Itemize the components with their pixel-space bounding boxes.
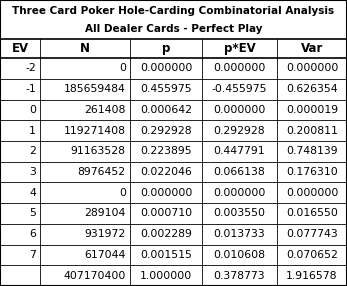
Text: 6: 6 bbox=[29, 229, 36, 239]
Text: 0.022046: 0.022046 bbox=[140, 167, 192, 177]
Text: EV: EV bbox=[11, 42, 28, 55]
Text: 0.013733: 0.013733 bbox=[214, 229, 265, 239]
Text: 119271408: 119271408 bbox=[64, 126, 126, 136]
Text: 0.002289: 0.002289 bbox=[140, 229, 192, 239]
Text: 0.070652: 0.070652 bbox=[286, 250, 338, 260]
Text: 2: 2 bbox=[29, 146, 36, 156]
Text: 1.916578: 1.916578 bbox=[286, 271, 338, 281]
Text: 0.292928: 0.292928 bbox=[140, 126, 192, 136]
Text: 0.000642: 0.000642 bbox=[140, 105, 192, 115]
Text: 0.748139: 0.748139 bbox=[286, 146, 338, 156]
Text: 0.001515: 0.001515 bbox=[140, 250, 192, 260]
Text: 4: 4 bbox=[29, 188, 36, 198]
Text: 91163528: 91163528 bbox=[71, 146, 126, 156]
Text: 0.000000: 0.000000 bbox=[140, 63, 192, 74]
Text: 931972: 931972 bbox=[85, 229, 126, 239]
Text: 5: 5 bbox=[29, 208, 36, 219]
Text: 185659484: 185659484 bbox=[64, 84, 126, 94]
Text: 0.066138: 0.066138 bbox=[214, 167, 265, 177]
Text: -0.455975: -0.455975 bbox=[212, 84, 267, 94]
Text: 0.000000: 0.000000 bbox=[140, 188, 192, 198]
Text: 1: 1 bbox=[29, 126, 36, 136]
Text: 0.003550: 0.003550 bbox=[213, 208, 265, 219]
Text: -1: -1 bbox=[25, 84, 36, 94]
Text: 1.000000: 1.000000 bbox=[140, 271, 192, 281]
Text: p*EV: p*EV bbox=[223, 42, 255, 55]
Text: 0.000710: 0.000710 bbox=[140, 208, 192, 219]
Text: 407170400: 407170400 bbox=[64, 271, 126, 281]
Text: 0.077743: 0.077743 bbox=[286, 229, 338, 239]
Text: 0: 0 bbox=[119, 188, 126, 198]
Text: 0.016550: 0.016550 bbox=[286, 208, 338, 219]
Text: 289104: 289104 bbox=[84, 208, 126, 219]
Text: 0: 0 bbox=[119, 63, 126, 74]
Text: 0.200811: 0.200811 bbox=[286, 126, 338, 136]
Text: 0.455975: 0.455975 bbox=[140, 84, 192, 94]
Text: 0.000000: 0.000000 bbox=[213, 188, 266, 198]
Text: p: p bbox=[162, 42, 170, 55]
Text: -2: -2 bbox=[25, 63, 36, 74]
Text: Var: Var bbox=[301, 42, 323, 55]
Text: 0.000019: 0.000019 bbox=[286, 105, 338, 115]
Text: 0.626354: 0.626354 bbox=[286, 84, 338, 94]
Text: 3: 3 bbox=[29, 167, 36, 177]
Text: 0.000000: 0.000000 bbox=[213, 63, 266, 74]
Text: 617044: 617044 bbox=[84, 250, 126, 260]
Text: Three Card Poker Hole-Carding Combinatorial Analysis: Three Card Poker Hole-Carding Combinator… bbox=[12, 6, 335, 16]
Text: 7: 7 bbox=[29, 250, 36, 260]
Text: 0.176310: 0.176310 bbox=[286, 167, 338, 177]
Text: 0.000000: 0.000000 bbox=[286, 188, 338, 198]
Text: 0.223895: 0.223895 bbox=[140, 146, 192, 156]
Text: 8976452: 8976452 bbox=[78, 167, 126, 177]
Text: 261408: 261408 bbox=[84, 105, 126, 115]
Text: 0.292928: 0.292928 bbox=[214, 126, 265, 136]
Text: 0.010608: 0.010608 bbox=[213, 250, 265, 260]
Text: 0.447791: 0.447791 bbox=[214, 146, 265, 156]
Text: 0: 0 bbox=[29, 105, 36, 115]
Text: All Dealer Cards - Perfect Play: All Dealer Cards - Perfect Play bbox=[85, 23, 262, 33]
Text: N: N bbox=[80, 42, 90, 55]
Text: 0.378773: 0.378773 bbox=[214, 271, 265, 281]
Text: 0.000000: 0.000000 bbox=[213, 105, 266, 115]
Text: 0.000000: 0.000000 bbox=[286, 63, 338, 74]
